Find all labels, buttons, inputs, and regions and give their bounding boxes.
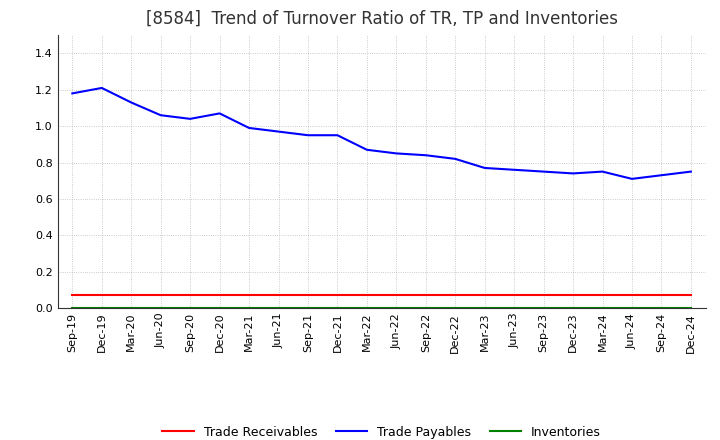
Trade Payables	[68, 91, 76, 96]
Trade Receivables	[687, 293, 696, 298]
Inventories	[421, 305, 430, 311]
Inventories	[451, 305, 459, 311]
Trade Receivables	[421, 293, 430, 298]
Trade Payables	[539, 169, 548, 174]
Inventories	[68, 305, 76, 311]
Inventories	[687, 305, 696, 311]
Inventories	[186, 305, 194, 311]
Trade Receivables	[304, 293, 312, 298]
Title: [8584]  Trend of Turnover Ratio of TR, TP and Inventories: [8584] Trend of Turnover Ratio of TR, TP…	[145, 10, 618, 28]
Trade Receivables	[186, 293, 194, 298]
Inventories	[127, 305, 135, 311]
Trade Payables	[333, 132, 342, 138]
Inventories	[333, 305, 342, 311]
Trade Receivables	[510, 293, 518, 298]
Trade Receivables	[569, 293, 577, 298]
Trade Payables	[245, 125, 253, 131]
Inventories	[392, 305, 400, 311]
Trade Payables	[421, 153, 430, 158]
Trade Payables	[274, 129, 283, 134]
Trade Receivables	[539, 293, 548, 298]
Trade Payables	[628, 176, 636, 182]
Trade Receivables	[657, 293, 666, 298]
Trade Receivables	[97, 293, 106, 298]
Inventories	[97, 305, 106, 311]
Trade Payables	[657, 172, 666, 178]
Trade Payables	[569, 171, 577, 176]
Inventories	[480, 305, 489, 311]
Trade Receivables	[392, 293, 400, 298]
Trade Payables	[687, 169, 696, 174]
Inventories	[363, 305, 372, 311]
Trade Payables	[510, 167, 518, 172]
Inventories	[510, 305, 518, 311]
Trade Receivables	[127, 293, 135, 298]
Trade Payables	[186, 116, 194, 121]
Trade Receivables	[451, 293, 459, 298]
Trade Payables	[304, 132, 312, 138]
Inventories	[156, 305, 165, 311]
Trade Payables	[215, 111, 224, 116]
Legend: Trade Receivables, Trade Payables, Inventories: Trade Receivables, Trade Payables, Inven…	[157, 421, 606, 440]
Trade Receivables	[480, 293, 489, 298]
Trade Payables	[480, 165, 489, 171]
Trade Payables	[392, 151, 400, 156]
Trade Receivables	[156, 293, 165, 298]
Line: Trade Payables: Trade Payables	[72, 88, 691, 179]
Trade Receivables	[628, 293, 636, 298]
Trade Receivables	[274, 293, 283, 298]
Trade Payables	[451, 156, 459, 161]
Inventories	[304, 305, 312, 311]
Trade Payables	[97, 85, 106, 91]
Trade Receivables	[245, 293, 253, 298]
Inventories	[539, 305, 548, 311]
Trade Receivables	[363, 293, 372, 298]
Trade Payables	[363, 147, 372, 152]
Trade Receivables	[333, 293, 342, 298]
Inventories	[274, 305, 283, 311]
Trade Receivables	[68, 293, 76, 298]
Trade Receivables	[215, 293, 224, 298]
Trade Payables	[156, 113, 165, 118]
Trade Payables	[127, 100, 135, 105]
Inventories	[628, 305, 636, 311]
Trade Payables	[598, 169, 607, 174]
Inventories	[569, 305, 577, 311]
Inventories	[598, 305, 607, 311]
Trade Receivables	[598, 293, 607, 298]
Inventories	[245, 305, 253, 311]
Inventories	[215, 305, 224, 311]
Inventories	[657, 305, 666, 311]
